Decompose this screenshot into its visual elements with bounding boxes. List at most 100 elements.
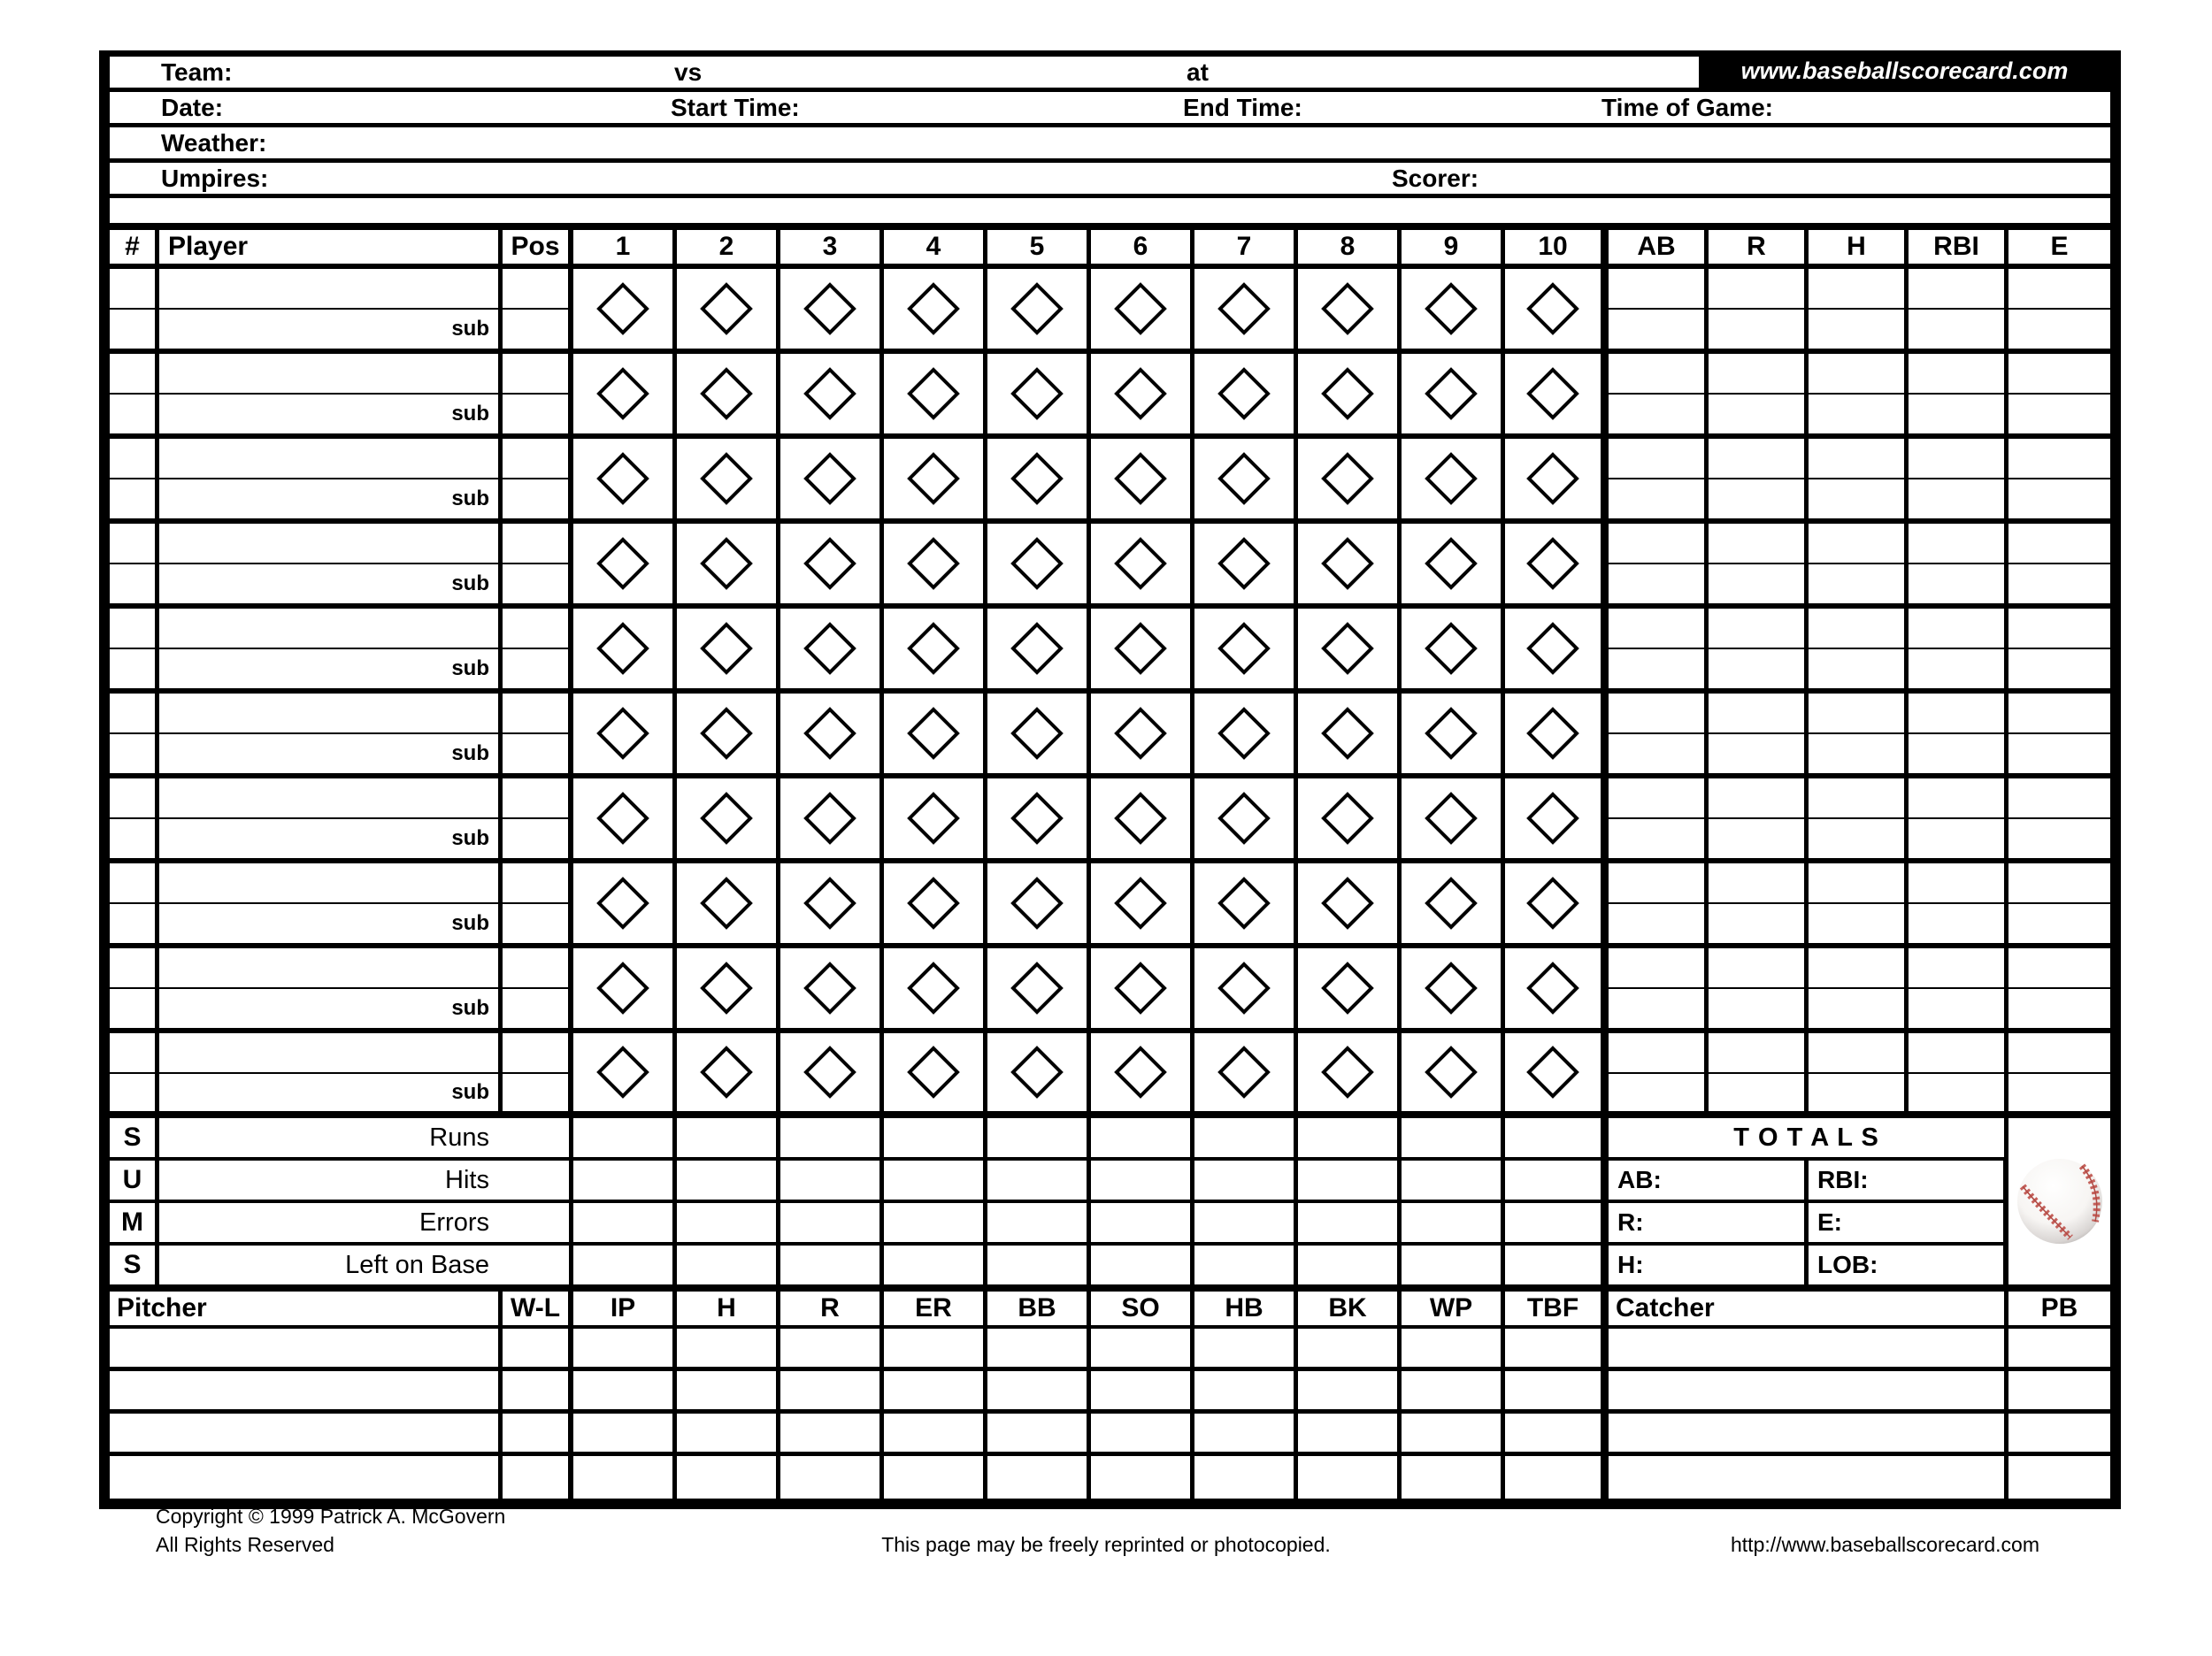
batting-stat-sub-cell[interactable] [1809,310,1909,354]
sums-inning-cell[interactable] [1505,1161,1609,1203]
player-number-sub-cell[interactable] [110,734,159,778]
batting-stat-sub-cell[interactable] [2008,564,2110,609]
pitcher-stat-cell[interactable] [1091,1329,1194,1371]
inning-cell[interactable] [573,863,677,948]
player-pos-sub-cell[interactable] [503,564,573,609]
player-number-cell[interactable] [110,269,159,310]
batting-stat-cell[interactable] [1609,863,1709,904]
batting-stat-sub-cell[interactable] [1609,649,1709,694]
batting-stat-cell[interactable] [2008,1033,2110,1074]
inning-cell[interactable] [1194,609,1298,694]
pitcher-stat-cell[interactable] [1298,1456,1402,1499]
inning-cell[interactable] [884,269,987,354]
inning-cell[interactable] [1298,1033,1402,1118]
player-number-cell[interactable] [110,524,159,564]
pitcher-stat-cell[interactable] [1298,1414,1402,1456]
pitcher-stat-cell[interactable] [1505,1456,1609,1499]
inning-cell[interactable] [573,609,677,694]
player-name-cell[interactable] [159,778,503,819]
batting-stat-sub-cell[interactable] [1709,1074,1809,1118]
batting-stat-cell[interactable] [1909,354,2008,395]
batting-stat-sub-cell[interactable] [1809,819,1909,863]
inning-cell[interactable] [1298,609,1402,694]
batting-stat-cell[interactable] [2008,269,2110,310]
player-pos-cell[interactable] [503,778,573,819]
batting-stat-sub-cell[interactable] [1909,395,2008,439]
inning-cell[interactable] [1091,863,1194,948]
catcher-cell[interactable] [1609,1414,2008,1456]
sums-inning-cell[interactable] [1505,1118,1609,1161]
player-pos-cell[interactable] [503,269,573,310]
batting-stat-sub-cell[interactable] [1709,649,1809,694]
inning-cell[interactable] [987,524,1091,609]
batting-stat-cell[interactable] [1809,694,1909,734]
batting-stat-cell[interactable] [1809,354,1909,395]
inning-cell[interactable] [1505,269,1609,354]
player-number-sub-cell[interactable] [110,564,159,609]
inning-cell[interactable] [780,609,884,694]
inning-cell[interactable] [1298,778,1402,863]
inning-cell[interactable] [1402,524,1505,609]
batting-stat-cell[interactable] [1609,1033,1709,1074]
pitcher-stat-cell[interactable] [677,1456,780,1499]
site-banner[interactable]: www.baseballscorecard.com [1699,50,2110,92]
sums-inning-cell[interactable] [1402,1246,1505,1292]
batting-stat-sub-cell[interactable] [1709,479,1809,524]
batting-stat-cell[interactable] [1909,269,2008,310]
pitcher-stat-cell[interactable] [1402,1329,1505,1371]
sums-inning-cell[interactable] [780,1118,884,1161]
batting-stat-cell[interactable] [1709,269,1809,310]
batting-stat-cell[interactable] [1909,1033,2008,1074]
batting-stat-sub-cell[interactable] [1709,564,1809,609]
batting-stat-cell[interactable] [1709,694,1809,734]
inning-cell[interactable] [1091,1033,1194,1118]
inning-cell[interactable] [1091,694,1194,778]
totals-field-rbi[interactable]: RBI: [1809,1161,2008,1203]
inning-cell[interactable] [1402,354,1505,439]
batting-stat-sub-cell[interactable] [1809,479,1909,524]
batting-stat-cell[interactable] [1909,609,2008,649]
inning-cell[interactable] [677,694,780,778]
inning-cell[interactable] [677,863,780,948]
batting-stat-cell[interactable] [1809,439,1909,479]
batting-stat-cell[interactable] [2008,778,2110,819]
batting-stat-sub-cell[interactable] [1609,479,1709,524]
sums-inning-cell[interactable] [1194,1203,1298,1246]
sums-inning-cell[interactable] [677,1161,780,1203]
sums-inning-cell[interactable] [1194,1246,1298,1292]
batting-stat-cell[interactable] [1609,524,1709,564]
inning-cell[interactable] [884,948,987,1033]
inning-cell[interactable] [884,524,987,609]
sums-inning-cell[interactable] [677,1203,780,1246]
sums-inning-cell[interactable] [1091,1118,1194,1161]
inning-cell[interactable] [1194,524,1298,609]
pitcher-stat-cell[interactable] [987,1414,1091,1456]
player-pos-sub-cell[interactable] [503,734,573,778]
batting-stat-sub-cell[interactable] [1709,734,1809,778]
pitcher-stat-cell[interactable] [1194,1456,1298,1499]
inning-cell[interactable] [1402,269,1505,354]
inning-cell[interactable] [987,863,1091,948]
player-name-cell[interactable] [159,524,503,564]
inning-cell[interactable] [884,439,987,524]
inning-cell[interactable] [1298,439,1402,524]
inning-cell[interactable] [677,524,780,609]
pitcher-name-cell[interactable] [110,1456,503,1499]
inning-cell[interactable] [677,1033,780,1118]
inning-cell[interactable] [987,948,1091,1033]
inning-cell[interactable] [1298,524,1402,609]
batting-stat-cell[interactable] [1709,863,1809,904]
batting-stat-sub-cell[interactable] [2008,819,2110,863]
sums-inning-cell[interactable] [1194,1118,1298,1161]
batting-stat-sub-cell[interactable] [1909,564,2008,609]
pb-cell[interactable] [2008,1456,2110,1499]
batting-stat-cell[interactable] [1709,439,1809,479]
sums-inning-cell[interactable] [677,1118,780,1161]
player-pos-cell[interactable] [503,694,573,734]
pitcher-stat-cell[interactable] [1402,1371,1505,1414]
player-number-cell[interactable] [110,863,159,904]
player-number-sub-cell[interactable] [110,904,159,948]
inning-cell[interactable] [1194,1033,1298,1118]
batting-stat-sub-cell[interactable] [1609,395,1709,439]
inning-cell[interactable] [1505,609,1609,694]
